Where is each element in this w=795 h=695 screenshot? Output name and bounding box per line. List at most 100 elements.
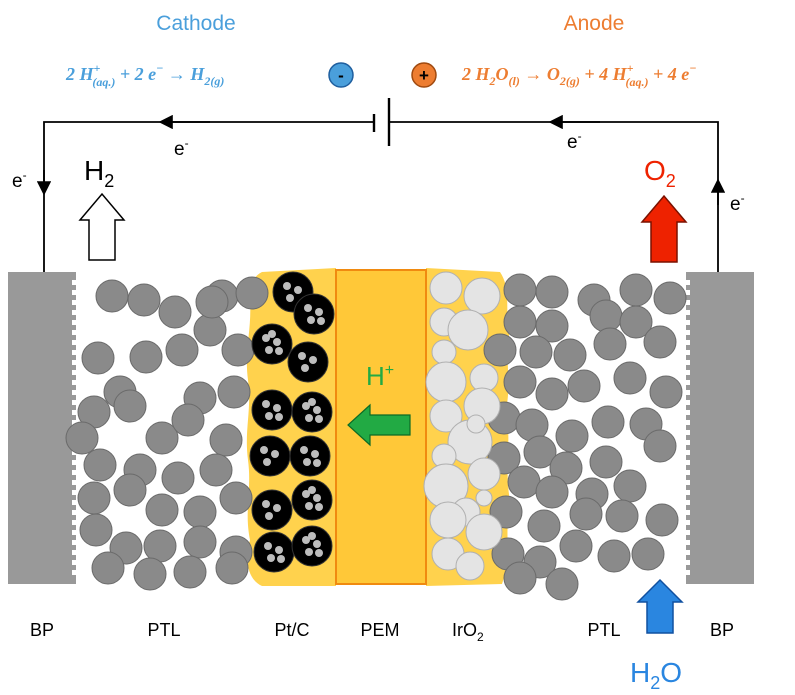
pt-c-particle (289, 435, 331, 477)
pt-nanoparticle (300, 446, 308, 454)
pt-nanoparticle (304, 304, 312, 312)
pt-nanoparticle (265, 346, 273, 354)
ptl-particle (503, 561, 537, 595)
ptl-particle (483, 333, 517, 367)
ptl-particle (503, 305, 537, 339)
ptl-particle (535, 275, 569, 309)
ptl-particle (555, 419, 589, 453)
ptl-particle (567, 369, 601, 403)
plate-channel (72, 370, 77, 375)
ptl-particle (221, 333, 255, 367)
ptl-particle (589, 445, 623, 479)
pt-nanoparticle (273, 504, 281, 512)
plate-channel (685, 460, 690, 465)
pt-nanoparticle (305, 548, 313, 556)
plate-channel (685, 320, 690, 325)
ptl-particle (95, 279, 129, 313)
pt-nanoparticle (308, 398, 316, 406)
ptl-particle (145, 421, 179, 455)
pt-nanoparticle (273, 404, 281, 412)
o2-out-arrow-icon (640, 194, 688, 263)
iro2-particle (447, 309, 489, 351)
ptl-particle (653, 281, 687, 315)
label-iro2: IrO2 (452, 620, 484, 644)
ptl-particle (81, 341, 115, 375)
bipolar-plate-right (685, 272, 754, 584)
pt-c-particle (291, 525, 333, 567)
plate-channel (72, 420, 77, 425)
pt-nanoparticle (317, 317, 325, 325)
pt-nanoparticle (302, 402, 310, 410)
ptl-particle (215, 551, 249, 585)
iro2-particle (429, 271, 463, 305)
label-bp-right: BP (710, 620, 734, 640)
pt-nanoparticle (308, 532, 316, 540)
pt-nanoparticle (267, 554, 275, 562)
pt-nanoparticle (315, 503, 323, 511)
ptl-particle (219, 481, 253, 515)
plate-channel (685, 300, 690, 305)
plate-channel (685, 350, 690, 355)
anode-reaction: 2 H2O(l) → O2(g) + 4 H+ (aq.) + 4 e− (461, 61, 696, 89)
ptl-particle (83, 448, 117, 482)
ptl-particle (613, 469, 647, 503)
cathode-reaction: 2 H+ (aq.) + 2 e− → H2(g) (65, 61, 224, 89)
pt-nanoparticle (308, 486, 316, 494)
ptl-particle (519, 335, 553, 369)
plate-channel (72, 350, 77, 355)
ptl-particle (183, 495, 217, 529)
pt-nanoparticle (268, 330, 276, 338)
label-ptl-right: PTL (587, 620, 620, 640)
ptl-particle (645, 503, 679, 537)
label-ptl-left: PTL (147, 620, 180, 640)
ptl-particle (113, 473, 147, 507)
ptl-particle (535, 309, 569, 343)
ptl-particle (591, 405, 625, 439)
pt-c-particle (253, 531, 295, 573)
plate-channel (685, 410, 690, 415)
pt-nanoparticle (302, 490, 310, 498)
electron-label-top-right: e- (567, 129, 582, 153)
plate-channel (72, 570, 77, 575)
pt-nanoparticle (260, 446, 268, 454)
ptl-particle (77, 481, 111, 515)
iro2-particle (465, 513, 503, 551)
external-circuit (36, 98, 726, 272)
plate-channel (72, 470, 77, 475)
ptl-particle (145, 493, 179, 527)
plate-channel (685, 280, 690, 285)
ptl-particle (535, 475, 569, 509)
ptl-particle (171, 403, 205, 437)
pt-c-particle (291, 479, 333, 521)
plate-channel (72, 560, 77, 565)
plate-channel (72, 300, 77, 305)
plate-channel (685, 430, 690, 435)
pt-nanoparticle (271, 450, 279, 458)
plate-channel (72, 520, 77, 525)
pt-nanoparticle (275, 347, 283, 355)
ptl-particle (158, 295, 192, 329)
plate-channel (685, 390, 690, 395)
label-pem: PEM (360, 620, 399, 640)
plate-channel (685, 530, 690, 535)
ptl-particle (183, 525, 217, 559)
iro2-particle (425, 361, 467, 403)
pt-nanoparticle (315, 308, 323, 316)
plate-channel (685, 510, 690, 515)
svg-text:+: + (419, 66, 429, 85)
plate-channel (685, 470, 690, 475)
plate-channel (72, 340, 77, 345)
ptl-particle (619, 305, 653, 339)
ptl-particle (643, 325, 677, 359)
plate-channel (685, 550, 690, 555)
plate-channel (685, 380, 690, 385)
ptl-particle (503, 365, 537, 399)
plate-channel (685, 560, 690, 565)
iro2-particle (466, 414, 486, 434)
o2-label: O2 (644, 155, 676, 191)
pt-nanoparticle (262, 400, 270, 408)
ptl-particle (649, 375, 683, 409)
ptl-particle (613, 361, 647, 395)
plate-channel (72, 410, 77, 415)
pt-nanoparticle (302, 536, 310, 544)
